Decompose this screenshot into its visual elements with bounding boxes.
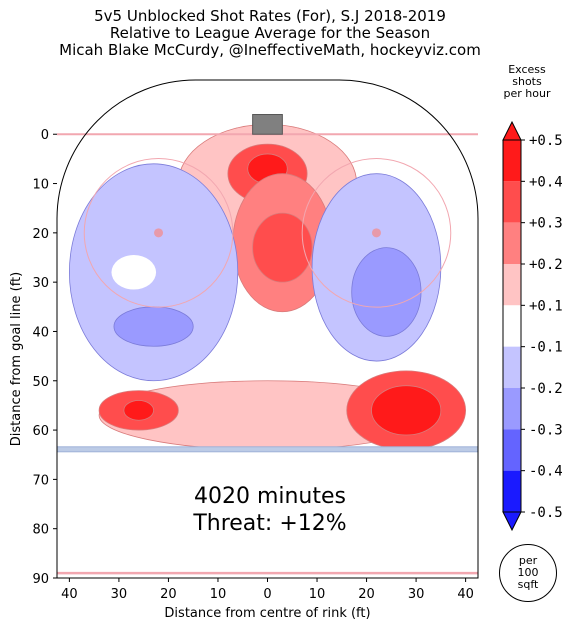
- y-tick-label-1: 10: [32, 178, 49, 193]
- y-tick-label-5: 50: [32, 375, 49, 390]
- chart-title-line-3: Micah Blake McCurdy, @IneffectiveMath, h…: [59, 41, 481, 59]
- colorbar-title-line-1: Excess: [508, 63, 546, 76]
- colorbar-tick-label-2: +0.3: [529, 216, 563, 232]
- x-tick-label-4: 0: [263, 587, 271, 602]
- colorbar-segment-7: [503, 429, 521, 471]
- per-badge-line-3: sqft: [517, 578, 539, 591]
- x-tick-label-7: 30: [408, 587, 425, 602]
- colorbar-segment-3: [503, 264, 521, 306]
- x-tick-label-1: 30: [111, 587, 128, 602]
- chart-title-line-1: 5v5 Unblocked Shot Rates (For), S.J 2018…: [94, 7, 446, 25]
- colorbar-tick-label-7: -0.3: [529, 422, 563, 438]
- colorbar-top-arrow: [502, 120, 522, 141]
- x-tick-label-8: 40: [457, 587, 474, 602]
- colorbar-segment-6: [503, 388, 521, 430]
- y-tick-label-8: 80: [32, 523, 49, 538]
- y-tick-label-6: 60: [32, 424, 49, 439]
- x-tick-label-5: 10: [309, 587, 326, 602]
- x-tick-label-2: 20: [160, 587, 177, 602]
- x-axis-label: Distance from centre of rink (ft): [164, 606, 370, 621]
- colorbar-segment-1: [503, 181, 521, 223]
- colorbar-tick-label-3: +0.2: [529, 257, 563, 273]
- heatmap-region-6: [113, 306, 194, 347]
- faceoff-circle-1: [301, 158, 452, 308]
- colorbar-frame: [502, 139, 522, 513]
- colorbar-segment-2: [503, 222, 521, 264]
- y-tick-label-9: 90: [32, 572, 49, 587]
- colorbar-title: Excess shots per hour: [496, 64, 558, 100]
- colorbar-bottom-arrow: [502, 511, 522, 532]
- goal-net: [252, 114, 283, 135]
- faceoff-circle-0: [83, 158, 234, 308]
- faceoff-dot-0: [154, 228, 164, 238]
- colorbar-segment-5: [503, 346, 521, 388]
- colorbar-segment-0: [503, 140, 521, 182]
- colorbar-tick-label-5: -0.1: [529, 340, 563, 356]
- minutes-label: 4020 minutes: [193, 484, 347, 509]
- x-tick-label-3: 10: [210, 587, 227, 602]
- colorbar-segment-4: [503, 305, 521, 347]
- heatmap-neutral-hole: [111, 255, 157, 290]
- colorbar-segment-8: [503, 470, 521, 512]
- colorbar-tick-label-6: -0.2: [529, 381, 563, 397]
- y-tick-label-4: 40: [32, 325, 49, 340]
- y-tick-label-0: 0: [41, 128, 49, 143]
- chart-title-line-2: Relative to League Average for the Seaso…: [109, 24, 431, 42]
- colorbar-tick-label-0: +0.5: [529, 133, 563, 149]
- threat-label: Threat: +12%: [193, 511, 347, 536]
- per-badge-line-2: 100: [517, 566, 539, 579]
- colorbar-title-line-2: shots: [512, 75, 542, 88]
- heatmap-region-4: [252, 212, 313, 283]
- colorbar-tick-label-1: +0.4: [529, 174, 563, 190]
- heatmap-region-11: [371, 385, 442, 436]
- heatmap-region-8: [351, 247, 422, 337]
- y-tick-label-7: 70: [32, 473, 49, 488]
- x-tick-label-0: 40: [61, 587, 78, 602]
- faceoff-dot-1: [371, 228, 381, 238]
- heatmap-region-13: [123, 400, 154, 421]
- x-tick-label-6: 20: [358, 587, 375, 602]
- colorbar-tick-label-9: -0.5: [529, 505, 563, 521]
- y-axis-label: Distance from goal line (ft): [9, 272, 24, 446]
- per-100-sqft-badge: per 100 sqft: [499, 544, 557, 602]
- colorbar-tick-label-4: +0.1: [529, 298, 563, 314]
- rink-boards: [56, 79, 479, 579]
- blue-line: [56, 446, 479, 453]
- y-tick-label-2: 20: [32, 227, 49, 242]
- y-tick-label-3: 30: [32, 276, 49, 291]
- colorbar-title-line-3: per hour: [503, 87, 551, 100]
- heatmap-regions: [68, 123, 467, 451]
- colorbar-tick-label-8: -0.4: [529, 464, 563, 480]
- per-badge-line-1: per: [518, 554, 538, 567]
